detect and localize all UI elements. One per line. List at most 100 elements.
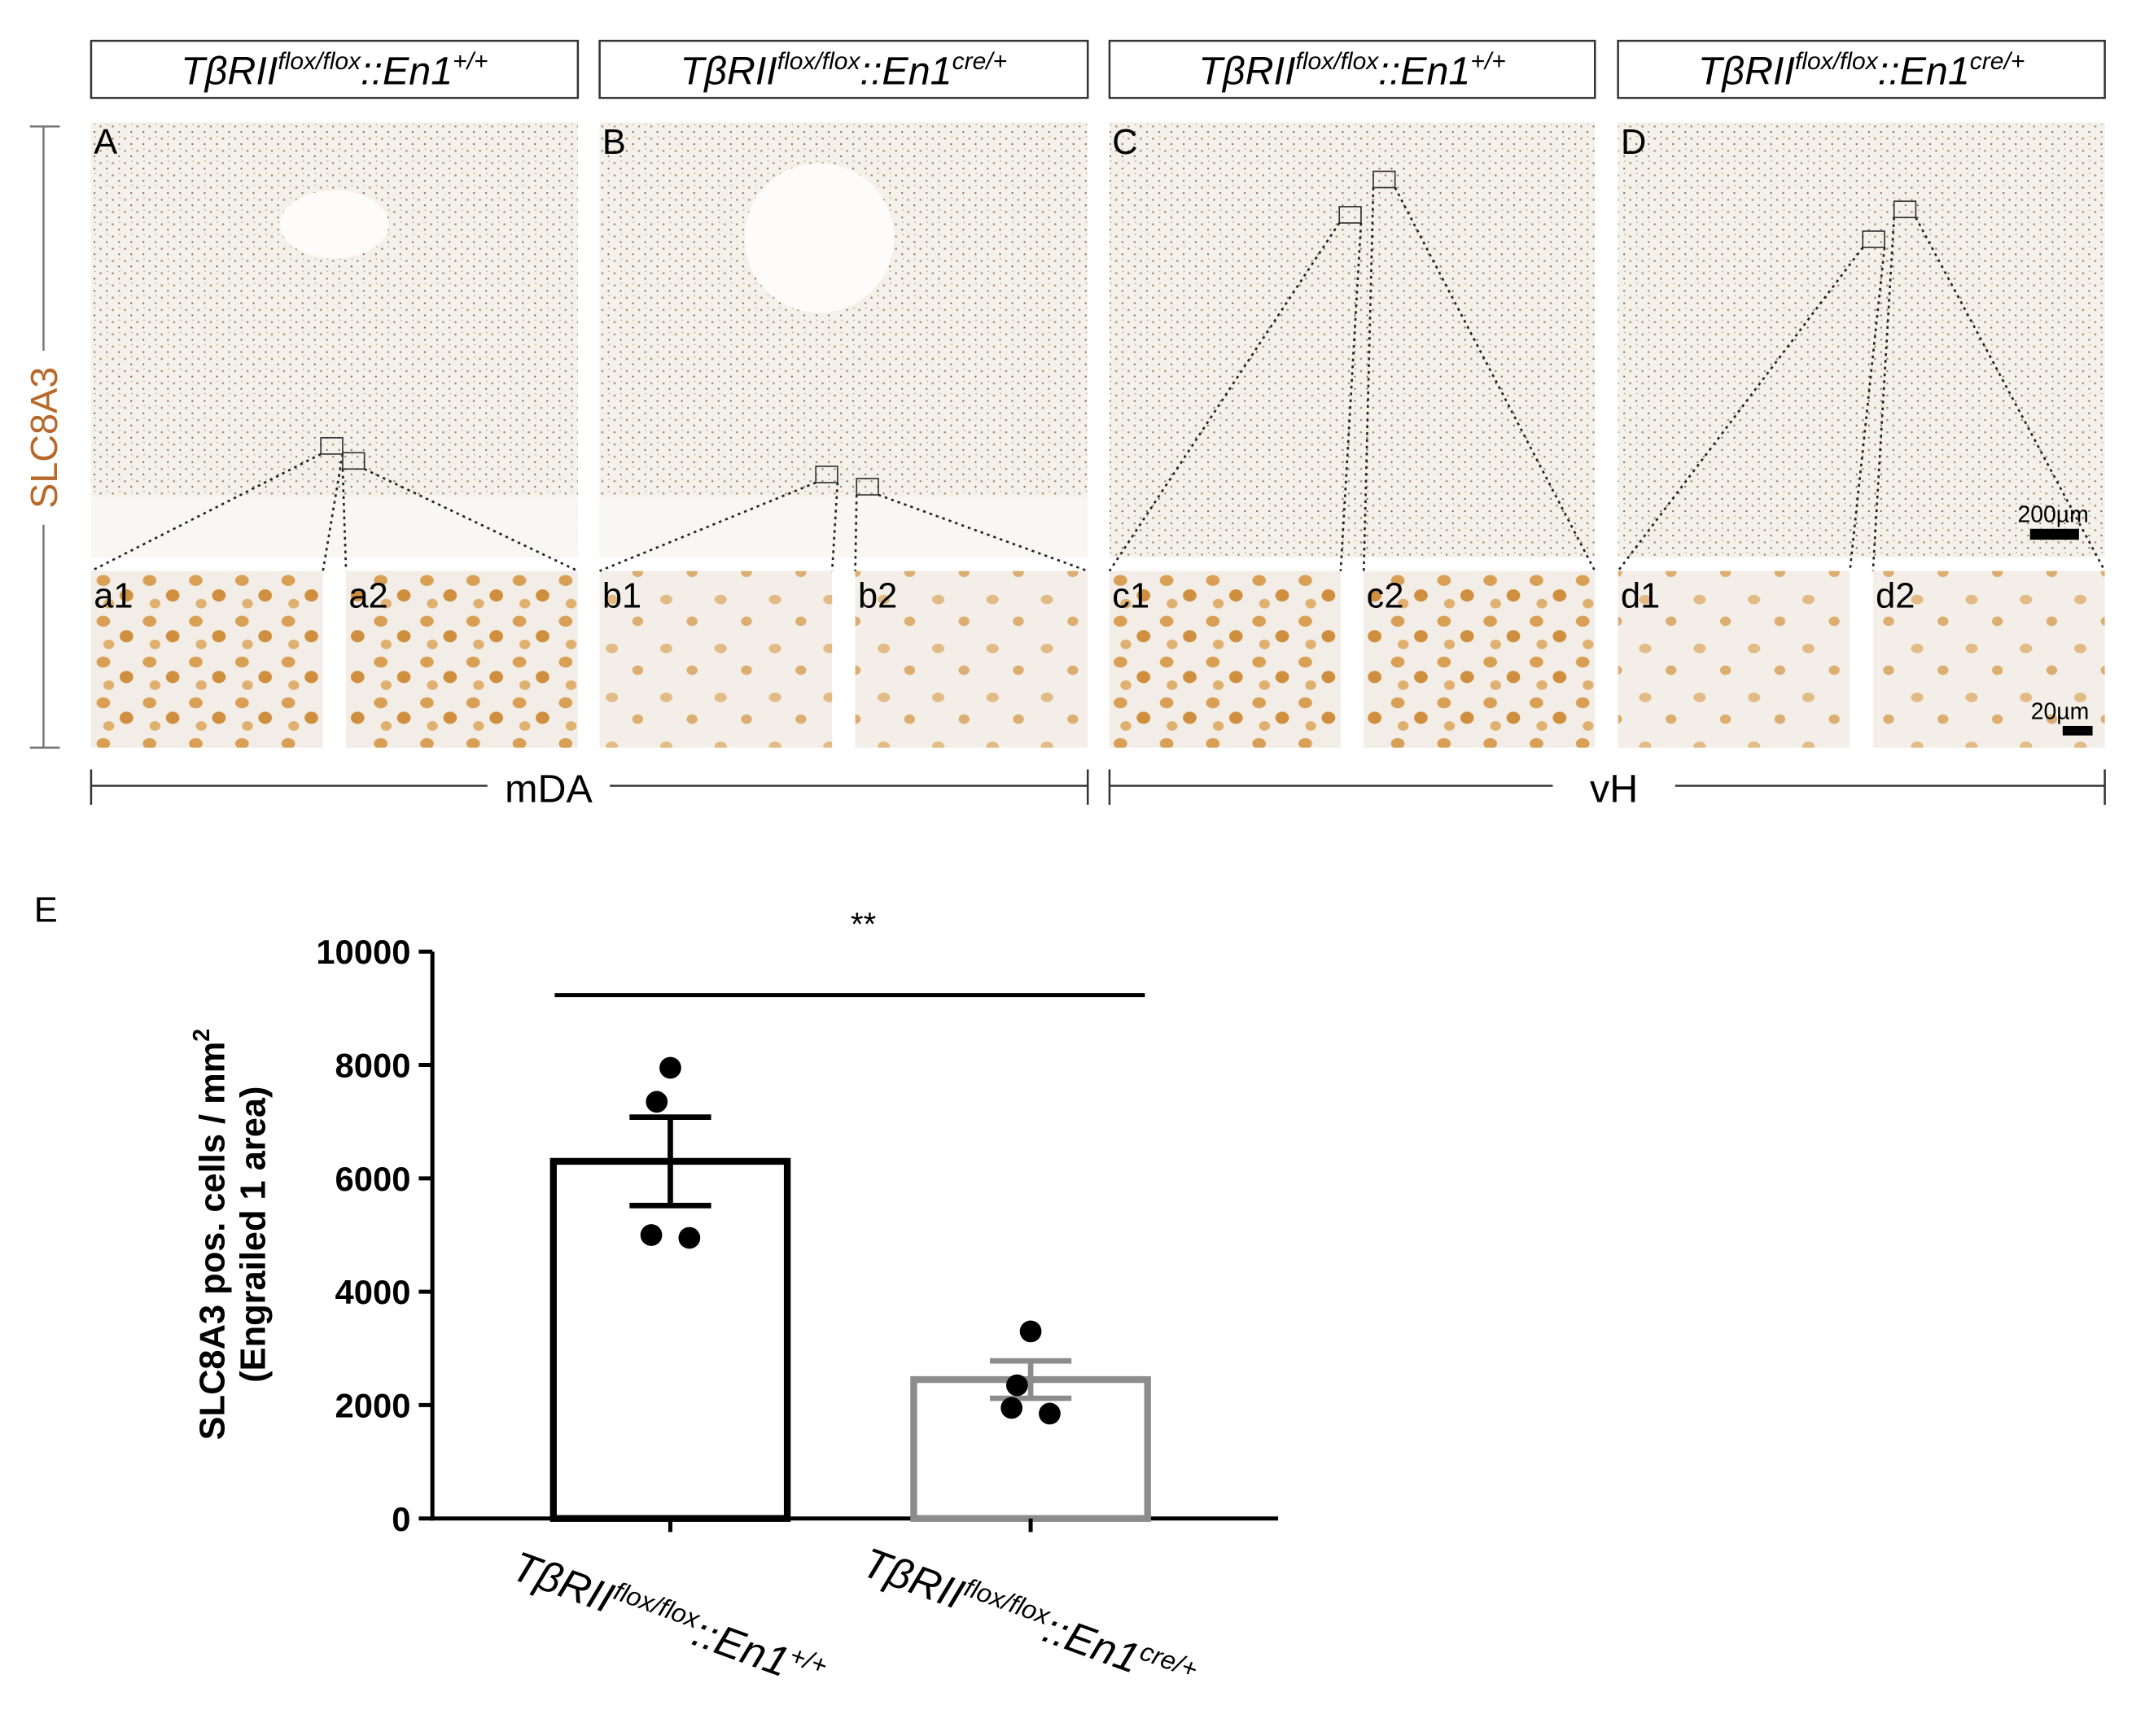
genotype-label: TβRIIflox/flox::En1+/+: [506, 1541, 832, 1699]
allele-sup: +/+: [786, 1640, 831, 1681]
zoom-line: [854, 494, 858, 571]
header-box: [1617, 39, 2106, 99]
bar: [549, 1157, 791, 1522]
inset-letter: a2: [348, 577, 387, 616]
y-tick-label: 2000: [335, 1386, 411, 1424]
micrograph: [1618, 122, 2105, 558]
data-point: [1019, 1320, 1042, 1343]
inset-box: [856, 478, 879, 496]
inset-box: [815, 466, 838, 483]
genotype-label: TβRIIflox/flox::En1cre/+: [856, 1537, 1202, 1703]
genotype-label: TβRIIflox/flox::En1+/+: [181, 48, 488, 93]
y-axis-label: (Engrailed 1 area): [234, 1087, 274, 1383]
separator: ::En1: [1378, 50, 1470, 94]
inset-box: [1862, 230, 1885, 248]
inset-box: [1372, 170, 1396, 189]
y-axis-label: SLC8A3 pos. cells / mm2: [189, 1029, 232, 1440]
micrograph: [1109, 122, 1596, 558]
zoom-line: [878, 493, 1088, 572]
header-box: [1108, 39, 1596, 99]
zoom-line: [599, 481, 816, 572]
separator: ::En1: [1037, 1604, 1145, 1682]
allele-sup: cre/+: [1136, 1637, 1202, 1685]
scale-bar: [2062, 725, 2093, 736]
data-point: [678, 1227, 701, 1249]
panel-letter: A: [94, 123, 117, 162]
zoom-line: [830, 482, 839, 571]
inset-micrograph: [90, 571, 323, 748]
panel-letter: E: [34, 890, 58, 929]
allele-sup: cre/+: [952, 48, 1008, 75]
allele-sup: flox/flox: [1795, 48, 1879, 75]
allele-sup: flox/flox: [777, 48, 861, 75]
zoom-line: [364, 468, 579, 572]
y-tick-label: 6000: [335, 1160, 411, 1198]
separator: ::En1: [687, 1607, 795, 1686]
separator: ::En1: [361, 50, 453, 94]
gene: TβRII: [506, 1542, 620, 1622]
region-label: vH: [1590, 767, 1638, 811]
tissue-edge: [90, 496, 578, 558]
scale-label: 200µm: [2017, 501, 2088, 527]
zoom-line: [1108, 222, 1341, 572]
y-tick-label: 0: [392, 1500, 410, 1538]
zoom-line: [1362, 187, 1375, 571]
inset-micrograph: [346, 571, 578, 748]
bracket-gap: [24, 350, 63, 525]
allele-sup: flox/flox: [611, 1576, 704, 1634]
panel-letter: B: [602, 123, 626, 162]
gene: TβRII: [1698, 50, 1795, 94]
zoom-line: [1872, 217, 1896, 571]
allele-sup: flox/flox: [1296, 48, 1380, 75]
inset-letter: d1: [1621, 577, 1660, 616]
scale-label: 20µm: [2031, 699, 2090, 725]
inset-box: [342, 452, 366, 470]
inset-letter: d2: [1876, 577, 1915, 616]
micrograph: [90, 122, 578, 558]
stain-label: SLC8A3: [23, 367, 65, 509]
y-label-sup: 2: [189, 1029, 215, 1042]
data-point: [1000, 1397, 1023, 1419]
y-tick-label: 8000: [335, 1047, 411, 1085]
panel-letter: D: [1621, 123, 1646, 162]
y-tick-label: 10000: [316, 933, 410, 971]
data-point: [659, 1056, 681, 1079]
genotype-label: TβRIIflox/flox::En1cre/+: [1698, 48, 2025, 93]
inset-letter: c1: [1112, 577, 1149, 616]
inset-letter: b2: [858, 577, 897, 616]
inset-micrograph: [1364, 571, 1596, 748]
inset-micrograph: [1872, 571, 2105, 748]
data-point: [1006, 1374, 1028, 1397]
tissue-edge: [599, 496, 1088, 558]
inset-letter: a1: [94, 577, 133, 616]
allele-sup: flox/flox: [961, 1572, 1054, 1630]
data-point: [646, 1091, 668, 1113]
header-box: [90, 39, 580, 99]
data-point: [1039, 1402, 1061, 1425]
genotype-label: TβRIIflox/flox::En1+/+: [1198, 48, 1505, 93]
gene: TβRII: [181, 50, 278, 94]
inset-letter: b1: [602, 577, 641, 616]
gene: TβRII: [1198, 50, 1295, 94]
inset-box: [1893, 200, 1917, 219]
inset-micrograph: [855, 571, 1088, 748]
zoom-line: [1394, 186, 1596, 572]
inset-micrograph: [599, 571, 833, 748]
inset-micrograph: [1618, 571, 1850, 748]
inset-letter: c2: [1367, 577, 1404, 616]
ventricle: [280, 190, 389, 259]
scale-bar: [2029, 528, 2079, 540]
allele-sup: +/+: [1470, 48, 1505, 75]
gene: TβRII: [856, 1538, 970, 1618]
header-box: [598, 39, 1089, 99]
separator: ::En1: [860, 50, 952, 94]
allele-sup: +/+: [453, 48, 488, 75]
ventricle: [744, 163, 895, 313]
allele-sup: cre/+: [1970, 48, 2025, 75]
data-point: [640, 1224, 663, 1246]
zoom-line: [1915, 216, 2106, 572]
inset-micrograph: [1109, 571, 1341, 748]
significance-label: **: [851, 907, 876, 942]
